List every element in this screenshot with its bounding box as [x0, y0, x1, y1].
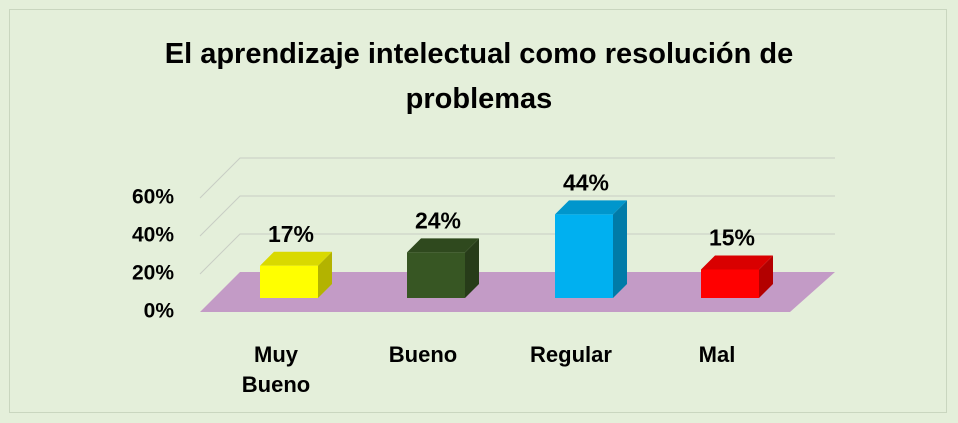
- y-tick-label: 40%: [132, 224, 174, 247]
- bar-top: [555, 200, 627, 215]
- y-tick-label: 60%: [132, 186, 174, 209]
- grid-line: [199, 157, 835, 199]
- bar-side: [318, 251, 332, 298]
- bar-side: [759, 255, 773, 298]
- bar: [407, 252, 465, 298]
- bar: [260, 265, 318, 298]
- x-tick-label: Bueno: [388, 342, 458, 367]
- bar: [555, 214, 613, 298]
- value-label: 44%: [563, 169, 609, 195]
- bar-top: [260, 251, 332, 266]
- x-tick-label: Regular: [530, 342, 612, 367]
- bar-top: [407, 238, 479, 253]
- bar-side: [465, 238, 479, 298]
- value-label: 24%: [415, 207, 461, 233]
- x-tick-label: Muy Bueno: [241, 342, 311, 397]
- value-label: 17%: [268, 221, 314, 247]
- x-tick-label: Mal: [698, 342, 736, 367]
- y-tick-label: 20%: [132, 262, 174, 285]
- chart-title: El aprendizaje intelectual como resoluci…: [164, 38, 794, 115]
- bar: [701, 269, 759, 298]
- bar-top: [701, 255, 773, 270]
- value-label: 15%: [709, 225, 755, 251]
- bar-side: [613, 200, 627, 298]
- y-tick-label: 0%: [144, 300, 175, 323]
- chart-border: [9, 9, 947, 413]
- grid-line: [199, 233, 835, 275]
- grid-line: [199, 195, 835, 237]
- floor: [200, 272, 835, 312]
